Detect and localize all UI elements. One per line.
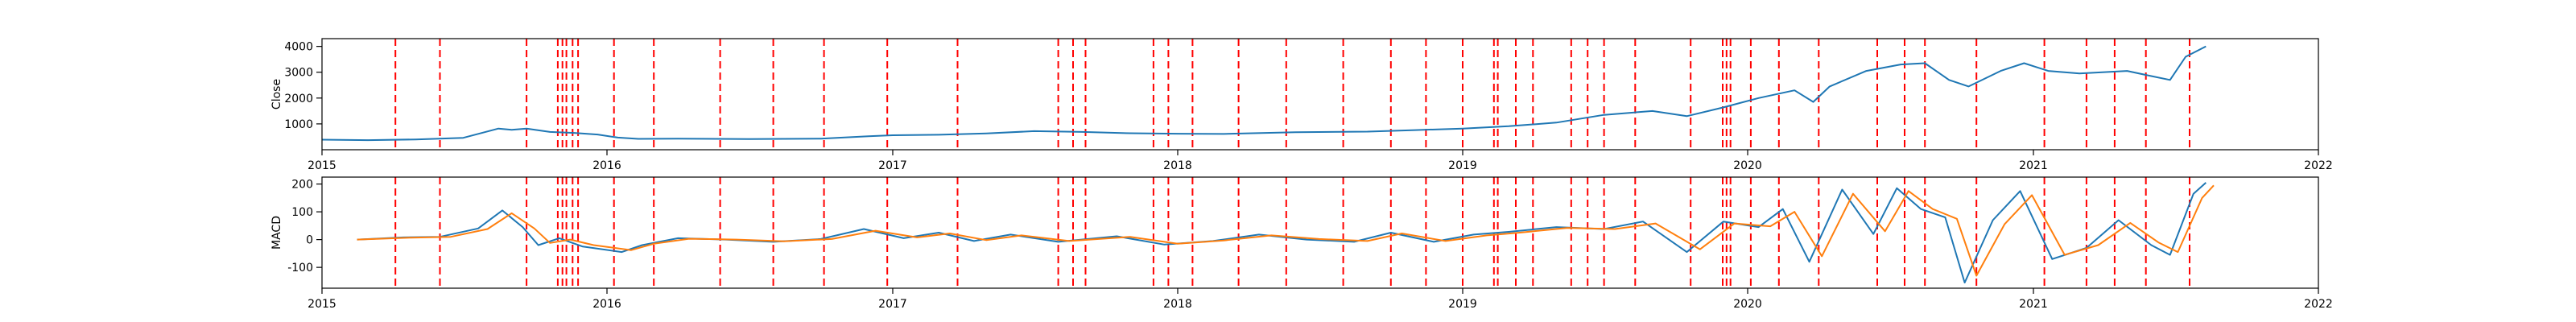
y-axis-label: Close (270, 79, 283, 109)
y-tick-label: 100 (291, 206, 313, 219)
x-tick-label: 2018 (1163, 298, 1192, 311)
x-tick-label: 2019 (1448, 159, 1477, 172)
y-tick-label: 200 (291, 179, 313, 192)
x-tick-label: 2016 (592, 159, 621, 172)
series-line-2 (357, 184, 2215, 277)
x-tick-label: 2021 (2019, 298, 2048, 311)
y-tick-label: -100 (287, 262, 313, 275)
x-tick-label: 2017 (878, 298, 907, 311)
x-tick-label: 2021 (2019, 159, 2048, 172)
y-tick-label: 3000 (284, 67, 313, 80)
x-tick-label: 2015 (308, 159, 336, 172)
x-tick-label: 2022 (2304, 159, 2333, 172)
y-tick-label: 2000 (284, 93, 313, 105)
x-tick-label: 2022 (2304, 298, 2333, 311)
macd-panel: 2015 2016 2017 2018 2019 2020 2021 2022 -100 0 100… (270, 176, 2333, 311)
axes-frame (321, 38, 2319, 151)
x-tick-label: 2020 (1733, 298, 1762, 311)
y-axis-label: MACD (270, 216, 283, 250)
x-tick-label: 2015 (308, 298, 336, 311)
x-tick-label: 2020 (1733, 159, 1762, 172)
x-tick-label: 2019 (1448, 298, 1477, 311)
axes-frame (321, 176, 2319, 289)
y-tick-label: 1000 (284, 118, 313, 131)
close-price-panel: 2015 2016 2017 2018 2019 2020 2021 2022 1000 2000… (270, 38, 2333, 172)
y-tick-label: 4000 (284, 41, 313, 54)
series-line-1 (357, 182, 2207, 284)
x-tick-label: 2018 (1163, 159, 1192, 172)
series-line-1 (321, 45, 2207, 142)
x-tick-label: 2017 (878, 159, 907, 172)
x-tick-label: 2016 (592, 298, 621, 311)
y-tick-label: 0 (306, 234, 313, 247)
